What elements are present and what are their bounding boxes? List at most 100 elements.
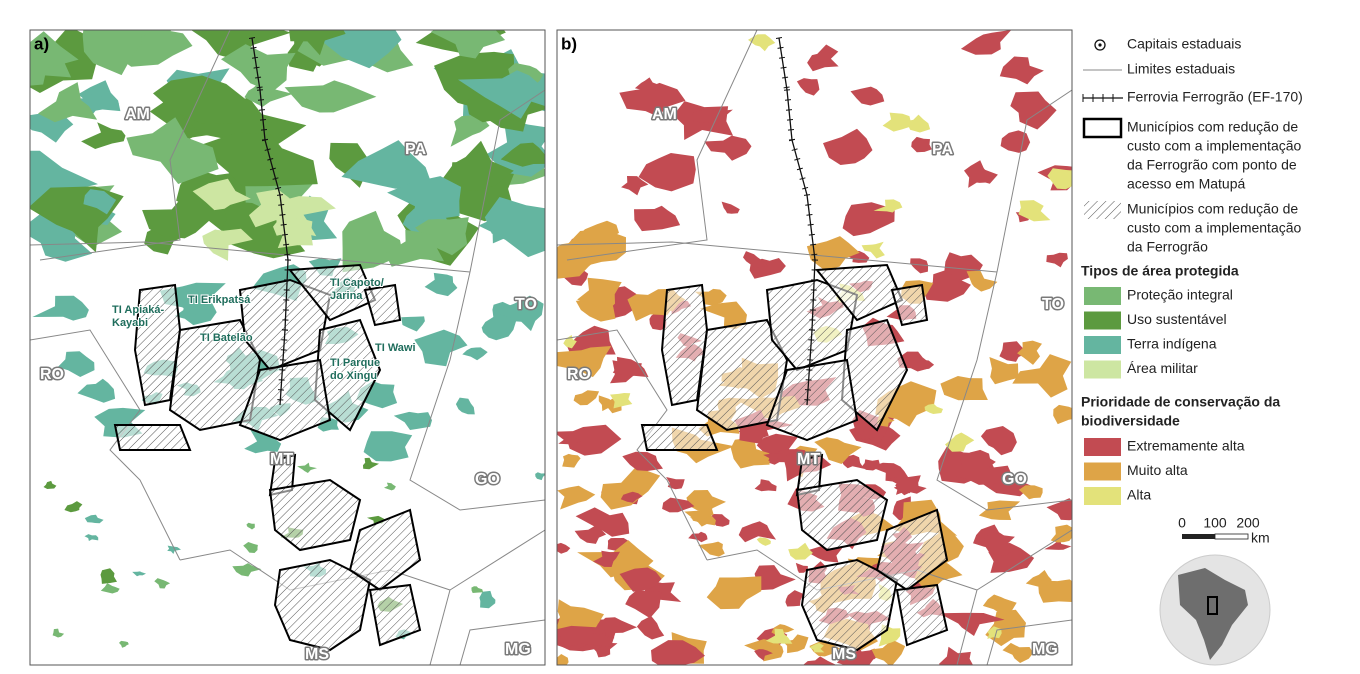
state-label: GO <box>1002 471 1027 488</box>
area-patch <box>807 44 839 72</box>
area-patch <box>462 347 488 361</box>
municipality <box>273 558 372 652</box>
area-patch <box>30 113 74 143</box>
area-patch <box>30 31 79 86</box>
area-patch <box>284 80 377 113</box>
area-patch <box>82 30 142 76</box>
railway-tick <box>275 186 282 190</box>
legend-label: Proteção integral <box>1127 287 1233 303</box>
state-boundary <box>557 241 998 273</box>
scale-unit: km <box>1251 530 1270 546</box>
area-patch <box>308 30 402 69</box>
state-label: PA <box>932 141 953 158</box>
state-label: AM <box>125 106 150 123</box>
area-patch <box>924 403 943 414</box>
municipality <box>895 583 949 647</box>
legend-swatch <box>1084 487 1121 505</box>
railway-tick <box>779 56 786 59</box>
legend-title: Prioridade de conservação da <box>1081 394 1280 410</box>
map-content: AM PA RO TO MT GO MS MG <box>557 30 1072 665</box>
panel-frame <box>29 29 546 666</box>
state-boundary <box>409 271 545 511</box>
state-label: AM <box>652 106 677 123</box>
area-patch <box>119 640 129 648</box>
area-patch <box>43 480 57 489</box>
area-patch <box>911 136 932 153</box>
municipality-outline-symbol <box>1082 117 1123 139</box>
indigenous-land-label: TI Capoto/ <box>330 277 384 289</box>
state-label: MG <box>505 641 531 658</box>
railway-tick <box>780 66 787 69</box>
area-patch <box>823 128 873 165</box>
area-patch <box>573 390 600 406</box>
state-label: MT <box>797 451 820 468</box>
railway-tick <box>783 89 791 91</box>
municipality <box>875 508 949 592</box>
area-patch <box>557 485 596 510</box>
panel-frame <box>556 29 1073 666</box>
railway-tick <box>787 129 795 131</box>
railway-tick <box>256 89 264 91</box>
railway-tick <box>252 56 259 59</box>
area-patch <box>785 590 804 607</box>
state-boundary <box>459 619 545 665</box>
railway-tick <box>796 167 803 171</box>
area-patch <box>871 639 906 665</box>
railway-tick <box>258 109 266 111</box>
area-patch <box>619 82 686 118</box>
area-patch <box>754 479 777 492</box>
map-panel: AM PA RO TO MT GO MS MG TI Apiaká-Kayabi TI Erikp… <box>29 29 546 666</box>
railway-tick <box>281 233 288 236</box>
area-patch <box>625 589 662 619</box>
area-patch <box>984 532 1015 556</box>
municipality <box>268 478 362 552</box>
railway-tick <box>256 86 263 89</box>
area-patch <box>289 30 346 56</box>
area-patch <box>424 272 458 297</box>
railway-tick <box>284 253 291 256</box>
area-patch <box>84 534 99 541</box>
municipality <box>238 358 332 442</box>
municipality <box>348 508 422 592</box>
area-patch <box>636 615 665 640</box>
area-patch <box>620 491 643 503</box>
area-patch <box>850 86 885 106</box>
legend-label: Extremamente alta <box>1127 438 1245 454</box>
legend-swatch <box>1084 462 1121 481</box>
area-patch <box>940 376 988 401</box>
area-patch <box>806 236 860 271</box>
municipality <box>133 283 182 407</box>
area-patch <box>393 411 432 430</box>
area-patch <box>576 220 619 247</box>
area-patch <box>274 217 313 249</box>
area-patch <box>989 357 1019 385</box>
area-patch <box>387 176 462 221</box>
state-boundary <box>986 619 1072 665</box>
area-patch <box>621 176 649 196</box>
area-patch <box>481 313 517 341</box>
area-patch <box>651 640 705 665</box>
legend-title: biodiversidade <box>1081 413 1180 429</box>
indigenous-land-label: TI Batelão <box>200 332 253 344</box>
railway-tick <box>799 177 806 180</box>
railway-tick <box>257 99 265 101</box>
area-patch <box>64 501 83 513</box>
locator-box <box>1207 596 1218 615</box>
railway-tick <box>806 213 813 216</box>
area-patch <box>249 189 302 228</box>
indigenous-land-label: Kayabi <box>112 317 148 329</box>
scale-tick-label: 200 <box>1236 515 1260 531</box>
legend-label: da Ferrogrão <box>1127 239 1208 255</box>
area-patch <box>197 132 318 187</box>
area-patch <box>557 241 597 279</box>
area-patch <box>597 617 637 639</box>
area-patch <box>341 140 433 189</box>
area-patch <box>500 142 545 167</box>
railway-tick <box>259 119 267 121</box>
state-boundary <box>469 89 545 273</box>
area-patch <box>221 44 296 93</box>
area-patch <box>999 341 1028 362</box>
area-patch <box>638 153 696 192</box>
area-patch <box>1046 498 1072 521</box>
area-patch <box>761 570 784 585</box>
